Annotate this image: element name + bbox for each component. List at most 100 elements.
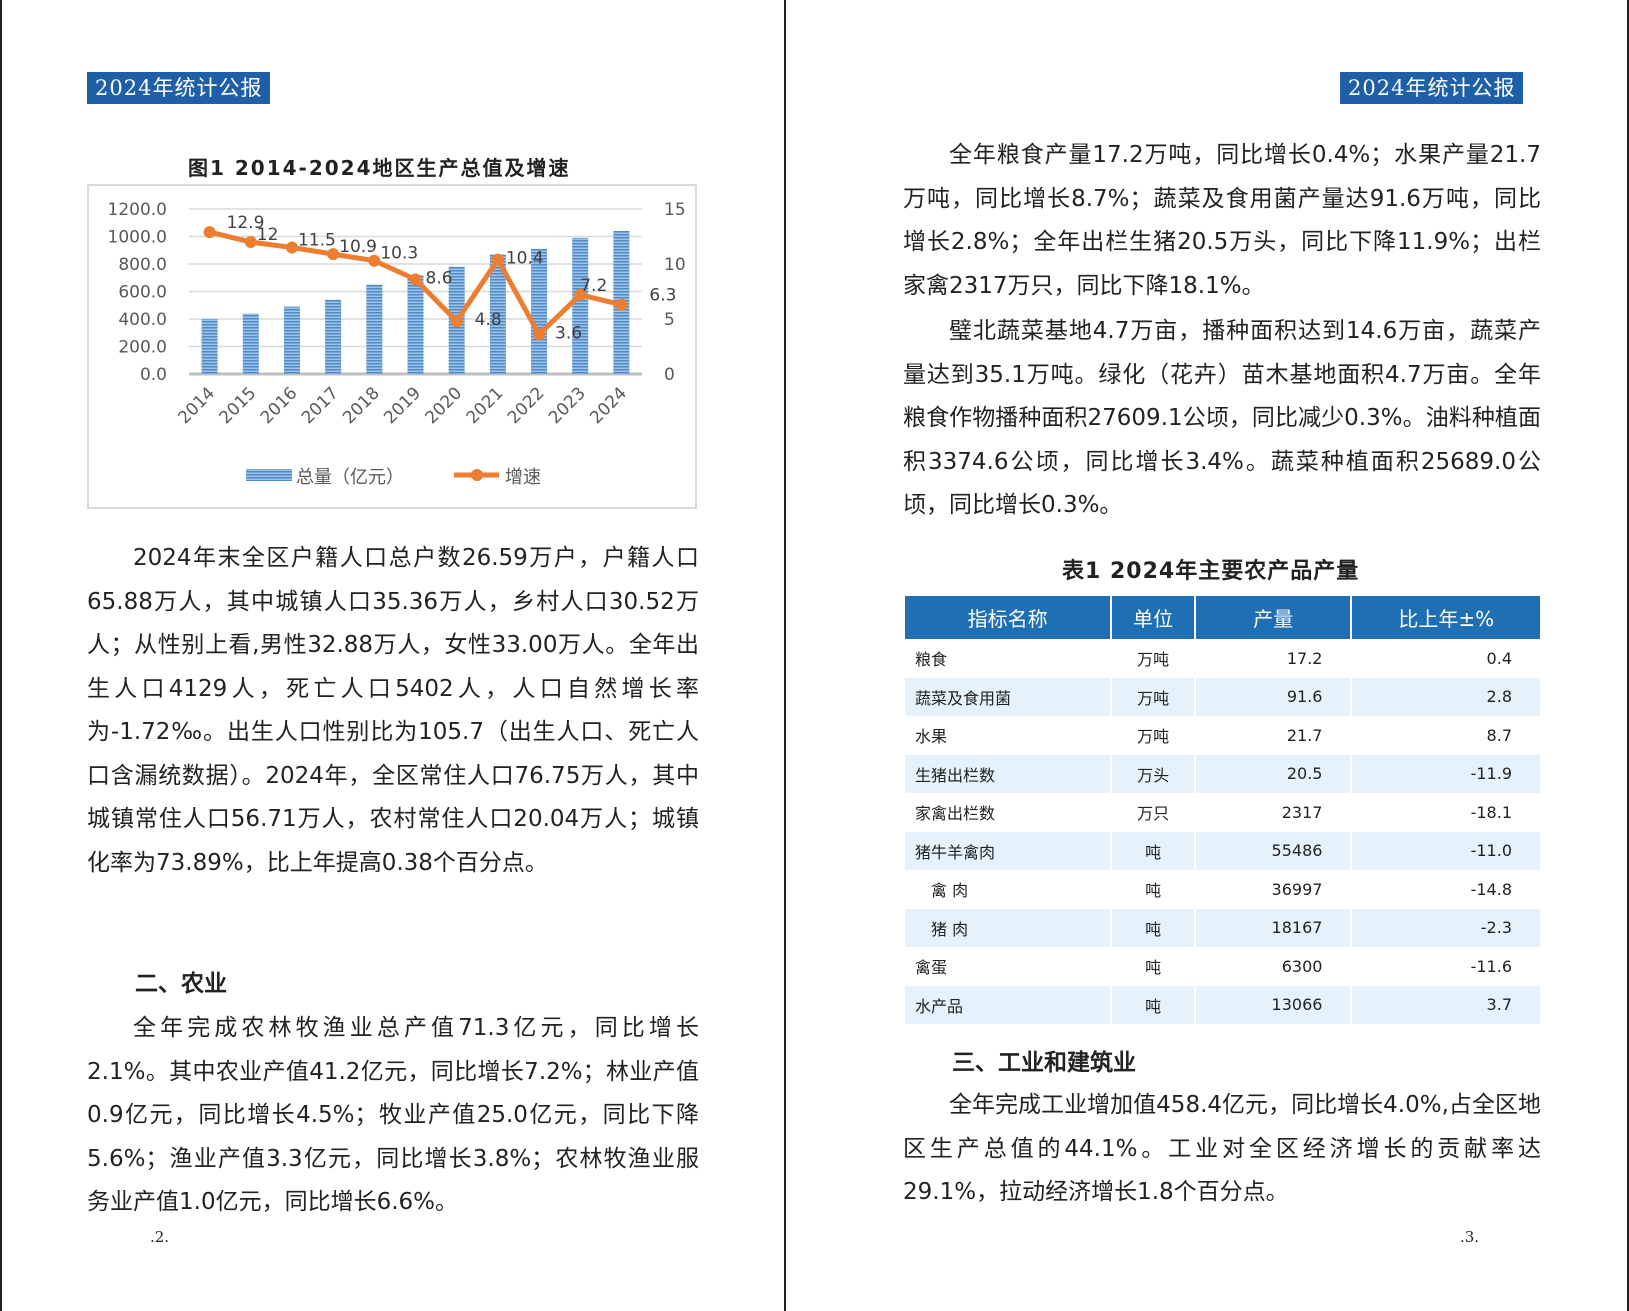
right-tick-label: 15	[664, 200, 686, 220]
unit-cell: 万吨	[1111, 639, 1197, 678]
item-name-cell: 蔬菜及食用菌	[905, 677, 1113, 716]
output-cell: 55486	[1195, 831, 1353, 870]
growth-data-label: 12.9	[227, 213, 265, 233]
bar	[325, 299, 342, 374]
bar	[407, 275, 424, 374]
growth-data-label: 12	[257, 225, 279, 245]
growth-point	[574, 288, 587, 301]
gdp-chart: 0.0 200.0 400.0 600.0 800.0 1000.0 1200.0 0 5 10 1…	[108, 200, 686, 488]
table-row: 猪牛羊禽肉吨 55486 -11.0	[905, 831, 1540, 870]
table-title: 表1 2024年主要农产品产量	[1062, 559, 1360, 584]
growth-data-label: 7.2	[580, 276, 607, 296]
change-pct-cell: -2.3	[1351, 908, 1540, 947]
right-tick-label: 10	[664, 255, 686, 275]
growth-data-label: 11.5	[298, 231, 336, 251]
change-pct-cell: 3.7	[1351, 985, 1540, 1024]
item-name-cell: 生猪出栏数	[905, 754, 1113, 793]
output-cell: 13066	[1195, 985, 1353, 1024]
output-cell: 2317	[1195, 793, 1353, 832]
item-name-cell: 水产品	[905, 985, 1113, 1024]
left-tick-label: 1000.0	[108, 228, 167, 248]
x-tick-label: 2023	[545, 383, 590, 428]
agriculture-paragraph: 全年完成农林牧渔业总产值71.3亿元，同比增长2.1%。其中农业产值41.2亿元…	[87, 1015, 699, 1215]
bar	[201, 319, 218, 374]
table-row: 禽蛋吨 6300 -11.6	[905, 947, 1540, 986]
growth-data-label: 3.6	[555, 323, 582, 343]
unit-cell: 吨	[1111, 947, 1197, 986]
legend-bar-swatch	[246, 469, 292, 481]
page-number: .2.	[150, 1228, 170, 1246]
bar	[283, 306, 300, 374]
output-cell: 18167	[1195, 908, 1353, 947]
change-pct-cell: 0.4	[1486, 648, 1512, 668]
table-row: 蔬菜及食用菌 万吨 91.6 2.8	[905, 677, 1540, 716]
column-header: 单位	[1111, 596, 1197, 639]
legend-label: 总量（亿元）	[296, 467, 404, 488]
x-tick-label: 2021	[463, 383, 508, 428]
population-paragraph: 2024年末全区户籍人口总户数26.59万户，户籍人口65.88万人，其中城镇人…	[87, 545, 699, 876]
output-cell: 91.6	[1195, 677, 1353, 716]
bar	[572, 237, 589, 374]
x-tick-label: 2020	[421, 383, 466, 428]
growth-point	[285, 241, 298, 254]
unit-cell: 万吨	[1111, 677, 1197, 716]
growth-data-label: 6.3	[649, 286, 676, 306]
left-tick-label: 600.0	[118, 283, 167, 303]
item-name-cell: 粮食	[905, 639, 1113, 678]
page-edge	[0, 0, 2, 1311]
table-row: 禽 肉吨 36997 -14.8	[905, 870, 1540, 909]
legend-line-marker	[471, 469, 483, 481]
unit-cell: 万头	[1111, 754, 1197, 793]
growth-point	[615, 298, 628, 311]
unit-cell: 万只	[1111, 793, 1197, 832]
table-row: 猪 肉吨 18167 -2.3	[905, 908, 1540, 947]
output-cell: 6300	[1195, 947, 1353, 986]
x-tick-label: 2018	[339, 383, 384, 428]
left-tick-label: 1200.0	[108, 200, 167, 220]
table-row: 粮食 万吨 17.2 0.4	[905, 639, 1540, 678]
item-name-cell: 猪 肉	[905, 908, 1113, 947]
growth-point	[491, 253, 504, 266]
growth-point	[368, 254, 381, 267]
growth-data-label: 10.3	[380, 244, 418, 264]
table-row: 水果 万吨 21.7 8.7	[905, 716, 1540, 755]
unit-cell: 吨	[1111, 985, 1197, 1024]
x-tick-label: 2022	[504, 383, 549, 428]
unit-cell: 吨	[1111, 908, 1197, 947]
header-badge: 2024年统计公报	[1340, 72, 1524, 104]
chart-frame: 0.0 200.0 400.0 600.0 800.0 1000.0 1200.0 0 5 10 1…	[87, 184, 697, 509]
change-pct-cell: 8.7	[1486, 725, 1512, 745]
change-pct-cell: -11.0	[1351, 831, 1540, 870]
item-name-cell: 禽蛋	[905, 947, 1113, 986]
unit-cell: 万吨	[1111, 716, 1197, 755]
section-heading: 三、工业和建筑业	[952, 1050, 1136, 1076]
item-name-cell: 禽 肉	[905, 870, 1113, 909]
page-divider	[784, 0, 786, 1311]
left-tick-label: 800.0	[118, 255, 167, 275]
bar	[366, 284, 383, 374]
growth-point	[409, 273, 422, 286]
unit-cell: 吨	[1111, 831, 1197, 870]
figure-title: 图1 2014-2024地区生产总值及增速	[188, 156, 571, 180]
table-row: 家禽出栏数 万只 2317 -18.1	[905, 793, 1540, 832]
industry-paragraph: 全年完成工业增加值458.4亿元，同比增长4.0%,占全区地区生产总值的44.1…	[903, 1092, 1541, 1205]
growth-data-label: 4.8	[475, 310, 502, 330]
vegetable-base-paragraph: 璧北蔬菜基地4.7万亩，播种面积达到14.6万亩，蔬菜产量达到35.1万吨。绿化…	[903, 318, 1541, 518]
crops-paragraph: 全年粮食产量17.2万吨，同比增长0.4%；水果产量21.7万吨，同比增长8.7…	[903, 142, 1541, 299]
table-header-row: 指标名称 单位 产量 比上年±%	[905, 596, 1540, 639]
column-header: 比上年±%	[1351, 596, 1540, 639]
header-badge: 2024年统计公报	[87, 72, 271, 104]
growth-data-label: 10.9	[339, 237, 377, 257]
growth-data-label: 8.6	[426, 268, 453, 288]
right-tick-label: 5	[664, 310, 675, 330]
growth-point	[533, 328, 546, 341]
x-tick-label: 2015	[216, 383, 261, 428]
x-tick-label: 2017	[298, 383, 343, 428]
column-header: 指标名称	[905, 596, 1113, 639]
column-header: 产量	[1195, 596, 1353, 639]
left-tick-label: 0.0	[140, 365, 167, 385]
agri-products-table: 指标名称 单位 产量 比上年±% 粮食 万吨 17.2 0.4 蔬菜及食用菌 万吨 91.6 2.8…	[905, 596, 1540, 1024]
table-row: 水产品吨 13066 3.7	[905, 985, 1540, 1024]
table-row: 生猪出栏数 万头 20.5 -11.9	[905, 754, 1540, 793]
